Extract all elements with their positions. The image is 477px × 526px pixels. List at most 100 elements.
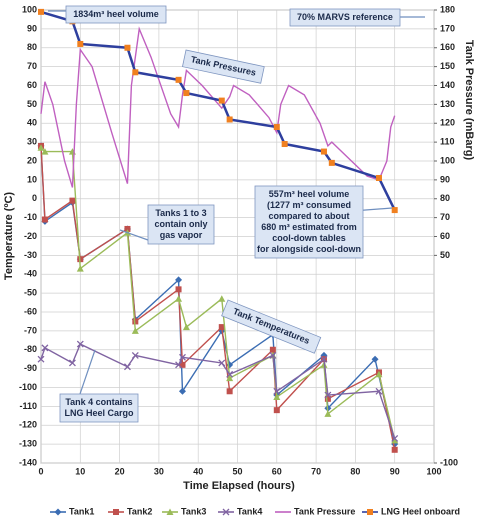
- y-tick-label: -110: [19, 401, 37, 411]
- annotation-box: [147, 204, 215, 245]
- x-tick-label: 20: [115, 466, 125, 476]
- data-point: [269, 351, 277, 359]
- x-tick-label: 100: [426, 466, 441, 476]
- data-point: [324, 395, 331, 402]
- y2-tick-label: 70: [440, 212, 450, 222]
- data-point: [68, 359, 76, 367]
- data-point: [391, 436, 399, 444]
- data-point: [328, 159, 335, 166]
- data-point: [375, 174, 382, 181]
- y-tick-label: -90: [24, 363, 37, 373]
- data-point: [182, 323, 190, 331]
- y2-tick-label: 60: [440, 231, 450, 241]
- data-point: [124, 225, 131, 232]
- data-point: [320, 148, 327, 155]
- annotation-text: gas vapor: [160, 230, 203, 240]
- data-point: [76, 265, 84, 272]
- legend-label: Tank1: [69, 506, 94, 516]
- data-point: [375, 387, 383, 395]
- y-tick-label: -80: [24, 344, 37, 354]
- data-point: [37, 144, 45, 151]
- data-point: [69, 197, 76, 204]
- annotation-text: compared to about: [268, 211, 349, 221]
- data-point: [37, 355, 45, 363]
- data-point: [179, 361, 186, 368]
- y-tick-label: 80: [27, 42, 37, 52]
- legend-marker: [166, 508, 174, 515]
- annotation-arrow: [119, 229, 149, 241]
- y-tick-label: -20: [24, 231, 37, 241]
- y2-tick-label: 140: [440, 80, 455, 90]
- legend-item: Tank3: [162, 506, 206, 516]
- data-point: [41, 148, 49, 155]
- y-tick-label: 50: [27, 99, 37, 109]
- y-axis-label: Temperature (ºC): [3, 192, 15, 280]
- y-tick-label: 70: [27, 61, 37, 71]
- y2-tick-label: 120: [440, 118, 455, 128]
- y2-tick-label: 50: [440, 250, 450, 260]
- y-tick-label: 100: [22, 4, 37, 14]
- data-point: [391, 435, 399, 442]
- series-line: [40, 26, 396, 188]
- x-tick-label: 50: [232, 466, 242, 476]
- data-point: [273, 393, 281, 400]
- data-point: [132, 69, 139, 76]
- annotation-text: contain only: [154, 219, 207, 229]
- y-tick-label: 20: [27, 155, 37, 165]
- data-point: [218, 324, 225, 331]
- legend-label: Tank3: [181, 506, 206, 516]
- data-point: [76, 340, 84, 348]
- y-tick-label: 40: [27, 118, 37, 128]
- annotation-text: 557m³ heel volume: [269, 189, 350, 199]
- annotation-text: Tank 4 contains: [65, 397, 132, 407]
- x-axis-label: Time Elapsed (hours): [183, 480, 295, 492]
- annotation-arrow: [79, 349, 96, 395]
- y-tick-label: -30: [24, 250, 37, 260]
- x-tick-label: 30: [154, 466, 164, 476]
- data-point: [178, 387, 186, 395]
- data-point: [273, 387, 281, 395]
- annotation-box: [289, 8, 401, 27]
- y2-tick-label: 150: [440, 61, 455, 71]
- data-point: [131, 327, 139, 334]
- annotation-text: 1834m³ heel volume: [73, 9, 159, 19]
- y2-tick-label: 160: [440, 42, 455, 52]
- data-point: [175, 276, 183, 284]
- data-point: [131, 351, 139, 359]
- data-point: [324, 410, 332, 417]
- data-point: [218, 97, 225, 104]
- y2-tick-label: 80: [440, 193, 450, 203]
- data-point: [41, 344, 49, 352]
- y2-axis-label: Tank Pressure (mBarg): [463, 40, 475, 161]
- data-point: [175, 295, 183, 302]
- legend-item: Tank4: [218, 506, 262, 516]
- data-point: [320, 355, 328, 363]
- y-tick-label: 0: [32, 193, 37, 203]
- data-point: [226, 116, 233, 123]
- data-point: [273, 407, 280, 414]
- y2-tick-label: 180: [440, 4, 455, 14]
- annotation-box: [181, 49, 265, 84]
- data-point: [281, 141, 288, 148]
- legend-item: Tank1: [50, 506, 94, 516]
- data-point: [218, 359, 226, 367]
- y-tick-label: -100: [19, 382, 37, 392]
- x-tick-label: 0: [38, 466, 43, 476]
- series-line: [40, 147, 396, 441]
- data-point: [391, 207, 398, 214]
- annotation-text: cool-down tables: [272, 233, 346, 243]
- data-point: [183, 90, 190, 97]
- legend-item: LNG Heel onboard: [362, 506, 460, 516]
- annotation-text: 680 m³ estimated from: [261, 222, 357, 232]
- annotation-text: Tanks 1 to 3: [155, 208, 206, 218]
- data-point: [175, 286, 182, 293]
- data-point: [132, 318, 139, 325]
- data-point: [218, 295, 226, 302]
- data-point: [375, 370, 383, 378]
- data-point: [324, 391, 332, 399]
- legend-marker: [113, 509, 119, 515]
- data-point: [41, 216, 48, 223]
- y-tick-label: -40: [24, 269, 37, 279]
